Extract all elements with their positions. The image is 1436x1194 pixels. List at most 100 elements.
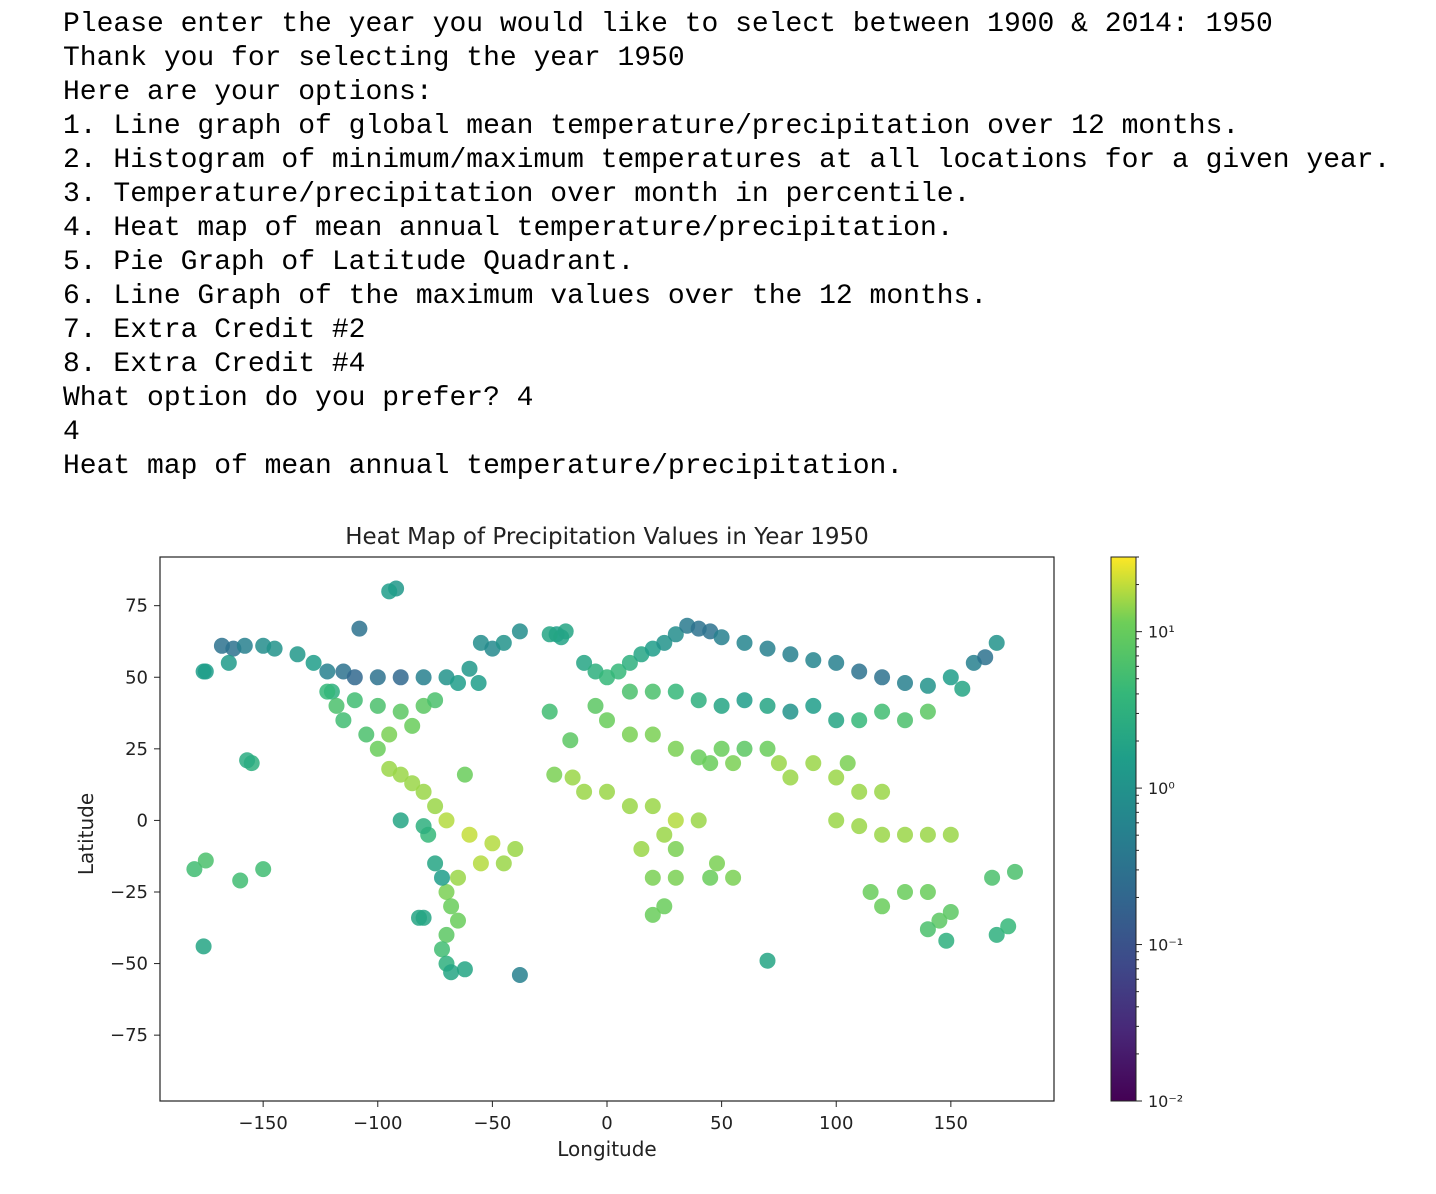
data-point (713, 697, 730, 714)
data-point (438, 926, 455, 943)
x-tick-label: 150 (934, 1113, 968, 1134)
data-point (239, 752, 256, 769)
console-line: Here are your options: (63, 77, 433, 108)
data-point (621, 726, 638, 743)
data-point (427, 798, 444, 815)
data-point (805, 755, 822, 772)
data-point (805, 652, 822, 669)
data-point (427, 855, 444, 872)
data-point (713, 740, 730, 757)
y-tick-label: −75 (110, 1025, 148, 1046)
data-point (599, 783, 615, 800)
data-point (897, 884, 913, 900)
data-point (369, 740, 386, 757)
data-point (919, 677, 936, 694)
data-point (702, 869, 719, 886)
data-point (621, 683, 638, 700)
data-point (472, 855, 489, 872)
data-point (874, 898, 891, 915)
chart-title: Heat Map of Precipitation Values in Year… (345, 524, 869, 550)
console-line: 2. Histogram of minimum/maximum temperat… (63, 145, 1391, 176)
colorbar-ticks: 10¹ 10⁰ 10⁻¹ 10⁻² (1136, 623, 1183, 1111)
y-tick-label: 25 (125, 739, 148, 760)
y-tick-label: −50 (110, 954, 148, 975)
data-point (851, 712, 868, 729)
data-point (392, 669, 409, 686)
data-point (438, 884, 455, 900)
data-point (656, 826, 673, 843)
x-axis-label: Longitude (557, 1137, 656, 1161)
data-point (511, 623, 528, 640)
data-point (954, 680, 971, 697)
data-point (305, 654, 322, 671)
console-line: What option do you prefer? 4 (63, 383, 534, 414)
data-point (644, 869, 661, 886)
data-point (511, 967, 528, 983)
data-point (369, 669, 386, 686)
data-point (725, 869, 742, 886)
data-point (919, 703, 936, 720)
data-point (759, 952, 776, 969)
data-point (828, 654, 845, 671)
x-tick-label: −50 (473, 1113, 511, 1134)
y-axis-label: Latitude (74, 793, 98, 875)
data-point (484, 835, 501, 852)
y-tick-label: 75 (125, 596, 148, 617)
console-output: Please enter the year you would like to … (63, 8, 1390, 484)
data-point (759, 640, 776, 657)
data-point (255, 861, 272, 878)
data-point (644, 683, 661, 700)
data-point (656, 898, 673, 915)
data-point (736, 634, 753, 651)
data-point (851, 663, 868, 680)
data-point (759, 740, 776, 757)
data-point (495, 855, 512, 872)
data-point (667, 812, 684, 829)
console-line: 7. Extra Credit #2 (63, 315, 366, 346)
data-point (392, 812, 409, 829)
data-point (197, 852, 214, 869)
console-line: 4. Heat map of mean annual temperature/p… (63, 213, 954, 244)
data-point (667, 841, 684, 857)
data-point (874, 703, 891, 720)
data-point (874, 669, 891, 686)
data-point (644, 798, 661, 815)
data-point (195, 663, 212, 680)
data-point (709, 855, 725, 872)
data-point (236, 637, 253, 654)
data-point (434, 941, 450, 958)
data-point (919, 921, 936, 938)
data-point (438, 812, 455, 829)
data-point (289, 646, 306, 663)
data-point (220, 654, 237, 671)
data-point (919, 826, 936, 843)
x-axis-ticks: −150 −100 −50 0 50 100 150 (238, 1101, 968, 1134)
data-point (984, 869, 1001, 886)
data-point (656, 634, 673, 651)
data-point (495, 634, 512, 651)
data-point (942, 826, 959, 843)
data-point (450, 869, 466, 886)
console-line: 6. Line Graph of the maximum values over… (63, 281, 988, 312)
data-point (828, 812, 845, 829)
data-point (392, 703, 409, 720)
data-point (782, 703, 799, 720)
data-point (644, 906, 661, 923)
data-point (415, 669, 432, 686)
console-line: 4 (63, 417, 80, 448)
data-point (1000, 918, 1017, 935)
data-point (667, 683, 684, 700)
y-tick-label: −25 (110, 882, 148, 903)
data-point (427, 692, 444, 709)
data-point (507, 841, 524, 857)
data-point (541, 626, 558, 643)
colorbar-minor-ticks (1136, 556, 1139, 1055)
colorbar-tick-label: 10¹ (1148, 623, 1175, 642)
data-point (461, 660, 478, 677)
data-point (919, 884, 936, 900)
data-point (931, 912, 948, 929)
data-point (576, 654, 593, 671)
data-point (644, 726, 661, 743)
console-line: 1. Line graph of global mean temperature… (63, 111, 1240, 142)
colorbar-tick-label: 10⁰ (1148, 779, 1175, 798)
